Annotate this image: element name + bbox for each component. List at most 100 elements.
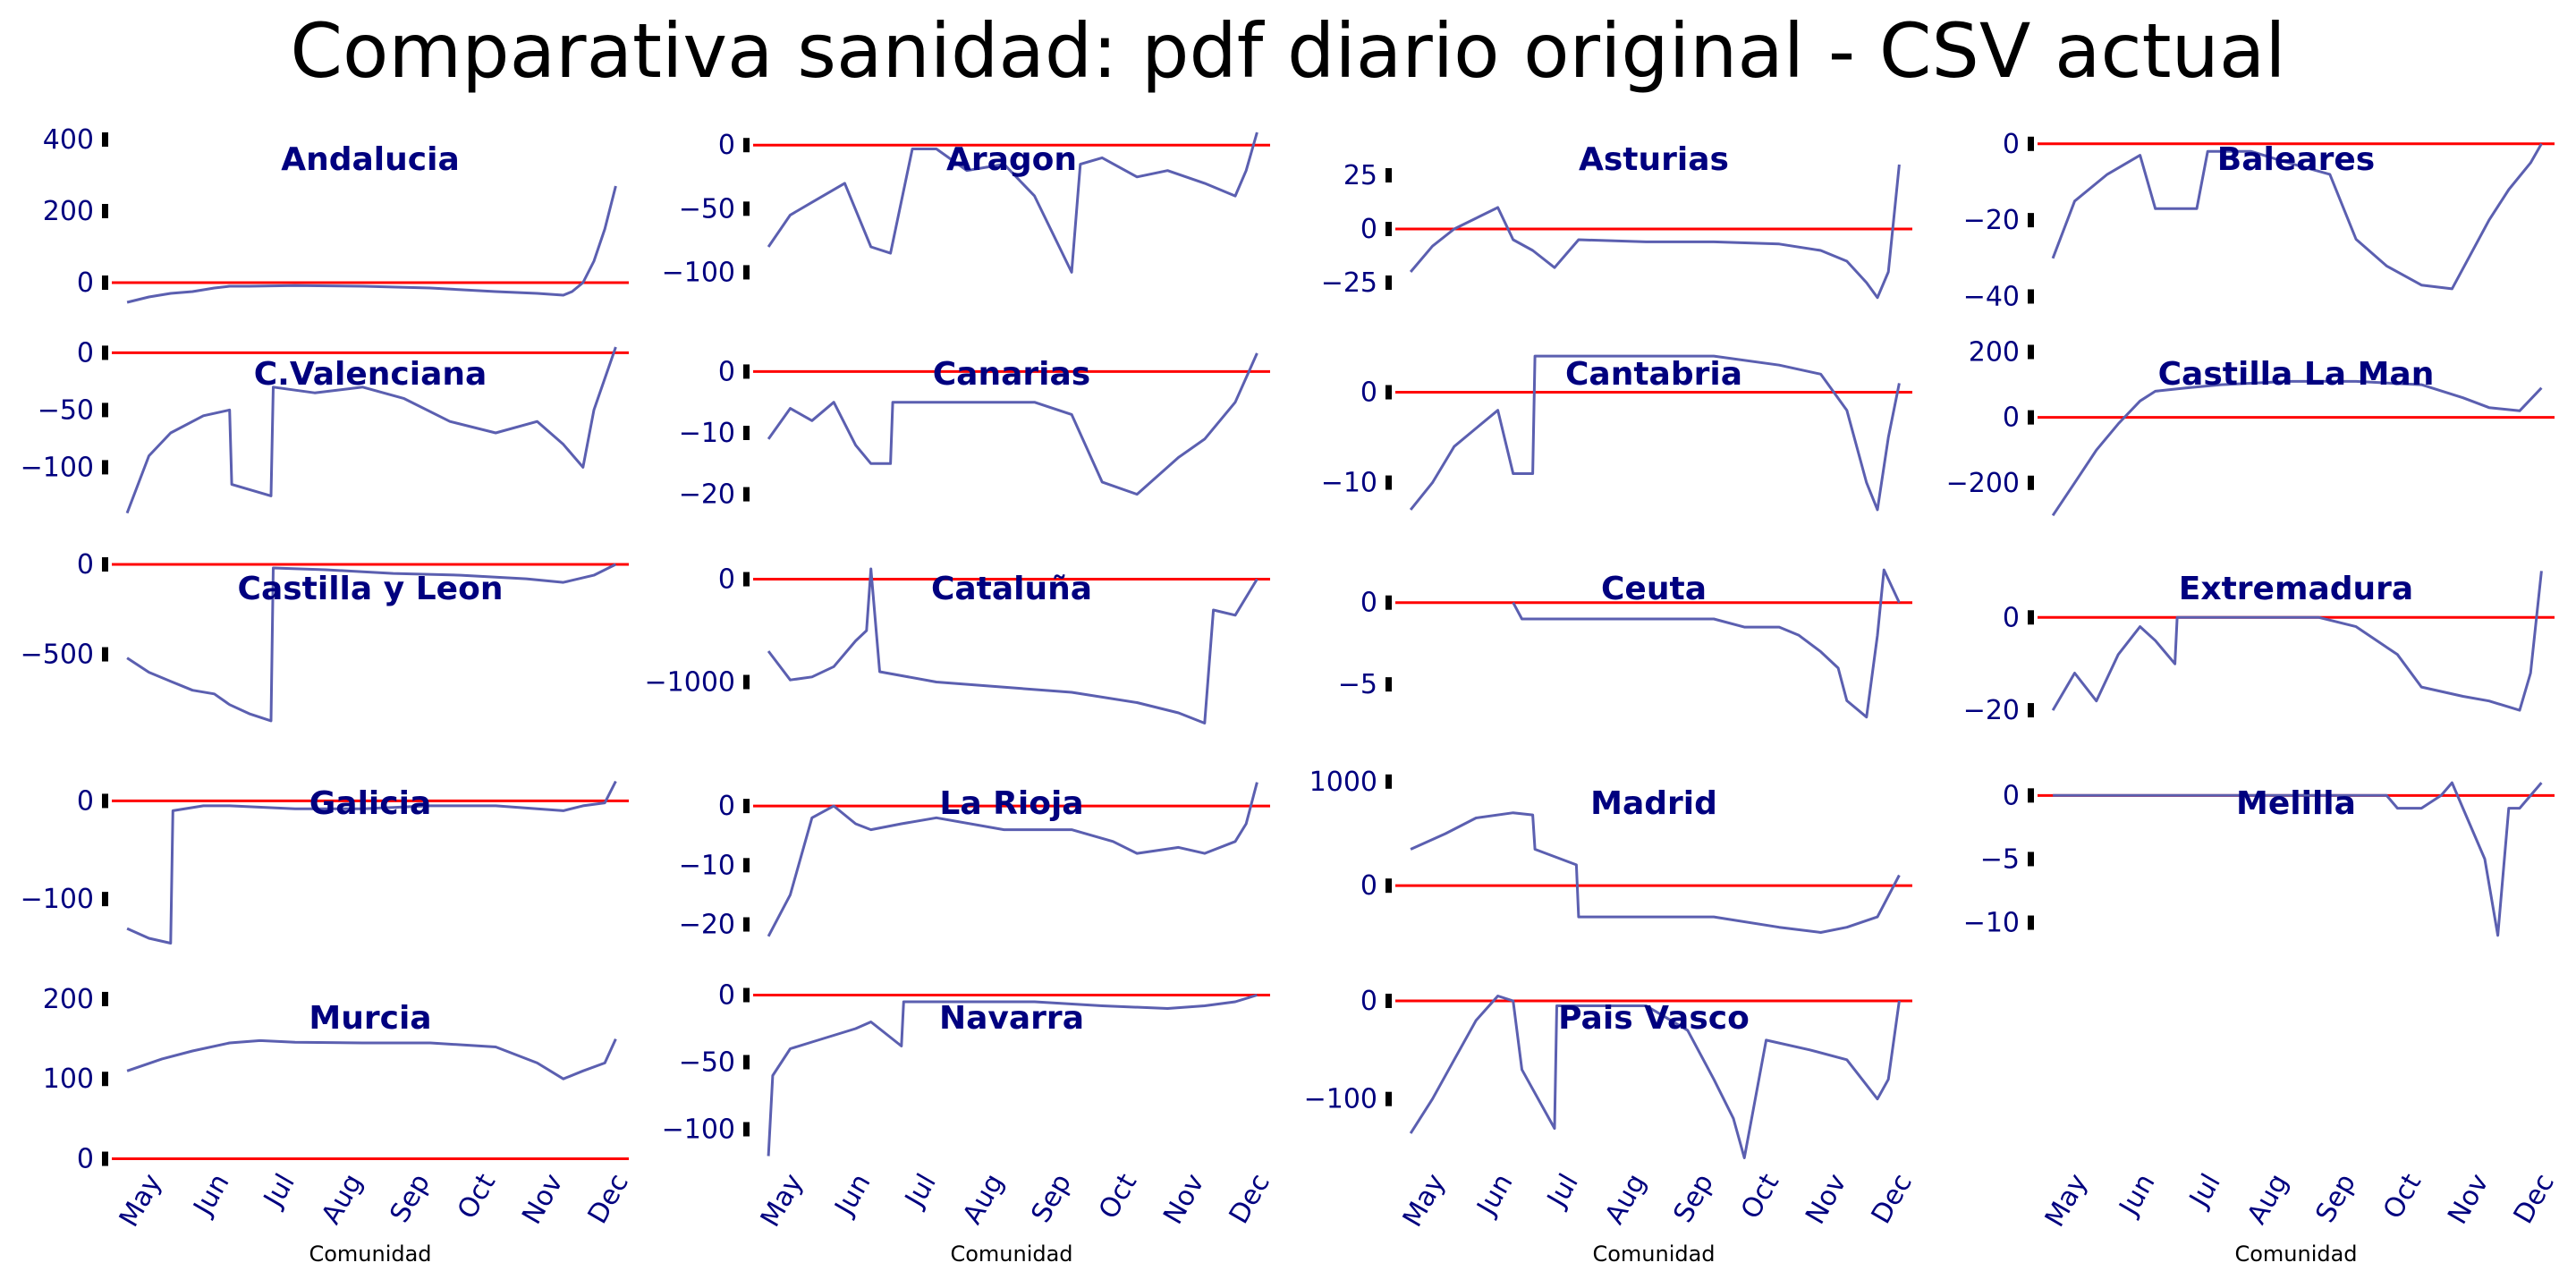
y-tick-mark	[2028, 475, 2034, 490]
y-tick-label: 200	[43, 196, 94, 227]
y-tick-label: −500	[21, 640, 94, 671]
x-tick-label: Oct	[1735, 1168, 1785, 1224]
series-line	[767, 994, 1258, 1157]
y-tick-label: 0	[718, 564, 735, 596]
y-tick-mark	[102, 647, 108, 662]
y-tick-label: 100	[43, 1063, 94, 1095]
y-tick-label: −5	[1980, 843, 2020, 875]
series-line	[1409, 164, 1901, 300]
y-tick-mark	[1385, 595, 1392, 610]
y-tick-mark	[102, 275, 108, 290]
subplot-title: Baleares	[2217, 141, 2375, 178]
x-tick-label: Oct	[2377, 1168, 2428, 1224]
y-tick-mark	[2028, 610, 2034, 625]
y-tick-mark	[743, 917, 750, 932]
y-tick-label: 0	[1360, 986, 1377, 1017]
y-tick-label: −20	[679, 479, 735, 511]
series-line	[767, 131, 1258, 274]
y-tick-label: −20	[1963, 205, 2020, 236]
y-tick-label: −20	[1963, 695, 2020, 726]
y-tick-label: −10	[1321, 468, 1377, 499]
x-axis-label: Comunidad	[2234, 1241, 2357, 1267]
y-tick-mark	[743, 572, 750, 587]
series-line	[1410, 811, 1901, 934]
y-tick-label: 200	[1969, 336, 2020, 368]
y-tick-label: −40	[1963, 281, 2020, 312]
series-line	[2051, 571, 2543, 712]
subplot-title: Melilla	[2236, 785, 2356, 822]
y-tick-label: 1000	[1309, 767, 1377, 798]
series-line	[1409, 354, 1901, 512]
y-tick-mark	[102, 991, 108, 1006]
y-tick-label: 0	[718, 980, 735, 1012]
y-tick-mark	[2028, 915, 2034, 930]
series-line	[767, 352, 1258, 496]
x-tick-label: Nov	[2442, 1168, 2496, 1229]
subplot-title: Navarra	[939, 1000, 1084, 1037]
y-tick-label: 0	[2003, 129, 2020, 160]
y-tick-label: 0	[77, 549, 94, 580]
y-tick-label: −100	[21, 884, 94, 915]
y-tick-label: 0	[2003, 602, 2020, 633]
subplot-title: Ceuta	[1601, 571, 1707, 607]
y-tick-label: −100	[662, 1114, 735, 1146]
y-tick-mark	[1385, 1091, 1392, 1106]
y-tick-mark	[102, 402, 108, 418]
subplot-title: Galicia	[309, 785, 432, 822]
x-tick-label: Dec	[582, 1169, 635, 1230]
series-line	[126, 1038, 617, 1080]
x-tick-label: Jul	[2182, 1169, 2226, 1215]
subplot-title: Castilla La Man	[2158, 356, 2435, 393]
y-tick-mark	[102, 1151, 108, 1166]
x-tick-label: Jun	[828, 1169, 877, 1223]
x-tick-label: Nov	[1800, 1168, 1853, 1229]
x-tick-label: May	[1397, 1169, 1452, 1233]
y-tick-mark	[102, 1072, 108, 1087]
series-line	[2051, 143, 2543, 291]
y-tick-mark	[102, 793, 108, 809]
y-tick-label: −50	[679, 193, 735, 225]
x-axis-label: Comunidad	[950, 1241, 1072, 1267]
series-line	[1409, 995, 1901, 1159]
series-line	[2053, 781, 2543, 937]
y-tick-label: 0	[718, 791, 735, 822]
series-line	[126, 780, 617, 945]
subplot-title: Pais Vasco	[1558, 1000, 1750, 1037]
series-line	[126, 563, 617, 723]
x-tick-label: Sep	[1025, 1169, 1078, 1228]
y-tick-mark	[102, 204, 108, 218]
y-tick-mark	[2028, 213, 2034, 228]
subplot-title: C.Valenciana	[254, 356, 487, 393]
y-tick-mark	[743, 674, 750, 690]
x-tick-label: Jul	[257, 1169, 301, 1215]
y-tick-label: −10	[679, 418, 735, 449]
y-tick-label: 0	[1360, 588, 1377, 619]
y-tick-label: −100	[21, 452, 94, 483]
y-tick-mark	[743, 799, 750, 814]
subplot-title: La Rioja	[939, 785, 1083, 822]
series-line	[767, 567, 1258, 724]
y-tick-mark	[1385, 677, 1392, 692]
series-line	[125, 346, 617, 514]
y-tick-mark	[102, 460, 108, 475]
x-tick-label: Aug	[316, 1169, 369, 1230]
x-tick-label: Oct	[1093, 1168, 1143, 1224]
y-tick-label: 0	[1360, 214, 1377, 245]
x-tick-label: Sep	[1667, 1169, 1720, 1228]
x-tick-label: Dec	[1224, 1169, 1276, 1230]
y-tick-label: 25	[1343, 160, 1377, 191]
y-tick-mark	[102, 132, 108, 147]
y-tick-mark	[743, 1122, 750, 1137]
y-tick-label: −50	[679, 1047, 735, 1079]
y-tick-label: 0	[77, 337, 94, 369]
y-tick-mark	[743, 265, 750, 280]
y-tick-label: −100	[1304, 1084, 1377, 1115]
y-tick-mark	[1385, 168, 1392, 182]
y-tick-mark	[1385, 385, 1392, 400]
series-line	[1512, 568, 1901, 719]
y-tick-mark	[2028, 703, 2034, 718]
subplot-title: Extremadura	[2179, 571, 2413, 607]
y-tick-label: 0	[77, 785, 94, 817]
subplot-title: Cantabria	[1565, 356, 1742, 393]
